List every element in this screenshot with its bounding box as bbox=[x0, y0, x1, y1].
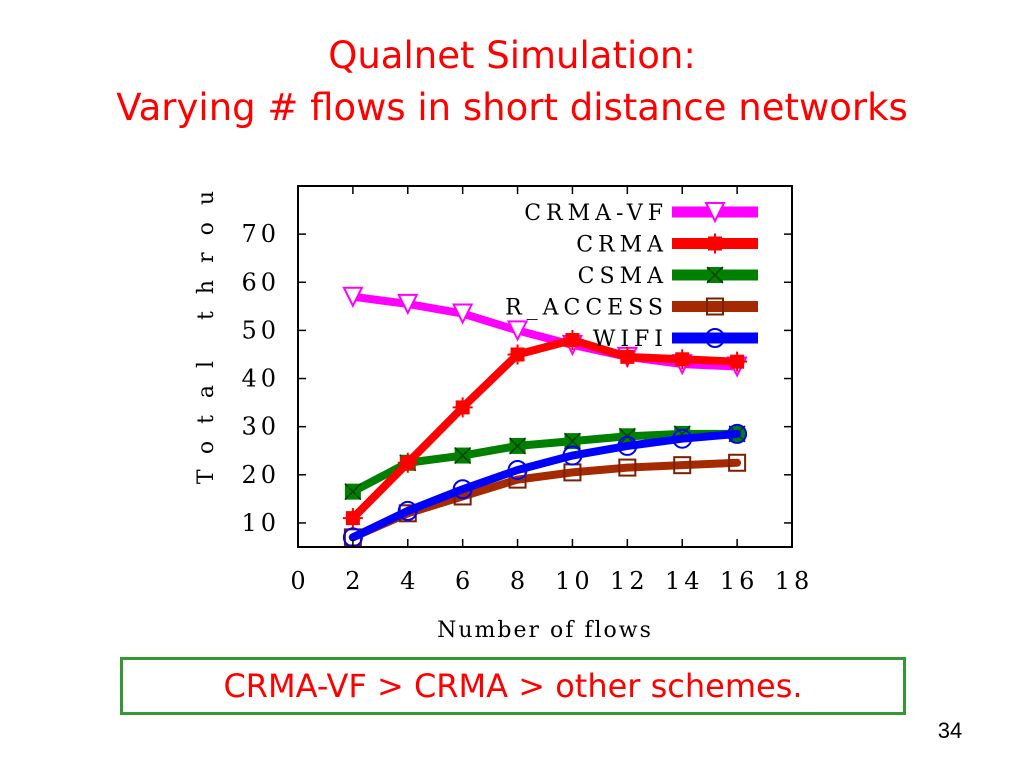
data-point-cross bbox=[672, 349, 693, 370]
legend-label: CRMA bbox=[576, 233, 668, 258]
slide-title-line-2: Varying # flows in short distance networ… bbox=[116, 86, 908, 129]
data-point-cross bbox=[342, 508, 363, 529]
data-point-cross bbox=[706, 266, 724, 284]
data-point-cross bbox=[507, 344, 528, 365]
data-point-cross bbox=[727, 351, 748, 372]
data-point-cross bbox=[705, 233, 725, 254]
series-line bbox=[348, 292, 742, 371]
legend-entry: CRMA-VF bbox=[524, 201, 758, 226]
data-point bbox=[342, 286, 364, 308]
data-point bbox=[452, 303, 474, 325]
data-point bbox=[507, 459, 528, 480]
legend-label: CRMA-VF bbox=[524, 201, 668, 226]
x-tick-label: 16 bbox=[720, 567, 759, 595]
x-tick-label: 6 bbox=[455, 567, 474, 595]
x-tick-label: 8 bbox=[510, 567, 529, 595]
legend-entry: CSMA bbox=[578, 264, 758, 289]
data-point bbox=[617, 435, 638, 456]
legend-label: WIFI bbox=[593, 327, 668, 352]
data-point-cross bbox=[454, 447, 472, 465]
data-point bbox=[672, 428, 693, 449]
y-tick-label: 30 bbox=[241, 413, 280, 441]
x-tick-label: 2 bbox=[345, 567, 364, 595]
series-line bbox=[348, 429, 742, 496]
data-point bbox=[397, 500, 418, 521]
y-tick-label: 50 bbox=[241, 316, 280, 344]
data-point bbox=[397, 293, 419, 316]
data-point-cross bbox=[563, 432, 581, 450]
data-point bbox=[706, 297, 724, 316]
data-point-cross bbox=[452, 397, 473, 418]
y-axis-label: Total throu bbox=[194, 174, 219, 484]
data-point-cross bbox=[617, 346, 638, 367]
y-tick-label: 20 bbox=[241, 461, 280, 489]
legend-entry: CRMA bbox=[576, 233, 758, 258]
data-point-cross bbox=[562, 330, 583, 351]
plot-frame bbox=[297, 185, 793, 548]
data-point bbox=[506, 320, 529, 342]
data-point bbox=[673, 456, 692, 475]
slide-title-line-1: Qualnet Simulation: bbox=[328, 34, 696, 77]
x-tick-label: 0 bbox=[290, 567, 309, 595]
data-point bbox=[704, 202, 726, 224]
legend-label: R_ACCESS bbox=[505, 296, 668, 321]
y-tick-label: 40 bbox=[241, 365, 280, 393]
legend-entry: WIFI bbox=[593, 327, 758, 352]
x-tick-label: 12 bbox=[610, 567, 649, 595]
legend-entry: R_ACCESS bbox=[505, 296, 758, 321]
data-point bbox=[618, 458, 637, 477]
conclusion-box: CRMA-VF > CRMA > other schemes. bbox=[120, 657, 906, 715]
data-point-cross bbox=[344, 483, 362, 501]
series-wifi bbox=[342, 423, 748, 548]
x-tick-label: 14 bbox=[665, 567, 704, 595]
data-point bbox=[562, 445, 583, 466]
data-point-cross bbox=[397, 452, 418, 473]
data-point-cross bbox=[509, 437, 527, 455]
data-point bbox=[727, 423, 748, 444]
series-crma bbox=[342, 330, 748, 529]
x-tick-label: 10 bbox=[555, 567, 594, 595]
x-axis-label: Number of flows bbox=[437, 618, 653, 643]
legend-label: CSMA bbox=[578, 264, 668, 289]
x-tick-label: 18 bbox=[775, 567, 814, 595]
data-point bbox=[452, 479, 473, 500]
y-tick-label: 70 bbox=[241, 220, 280, 248]
slide-number: 34 bbox=[937, 718, 963, 743]
throughput-chart: CRMA-VF CRMA CSMA R_ACCESS WIFI 0 2 4 6 8 10 12 14 1… bbox=[194, 174, 814, 643]
x-tick-label: 4 bbox=[400, 567, 419, 595]
y-tick-label: 60 bbox=[241, 268, 280, 296]
data-point bbox=[728, 453, 747, 472]
data-point bbox=[705, 328, 725, 348]
y-tick-label: 10 bbox=[241, 509, 280, 537]
conclusion-text: CRMA-VF > CRMA > other schemes. bbox=[223, 667, 803, 705]
